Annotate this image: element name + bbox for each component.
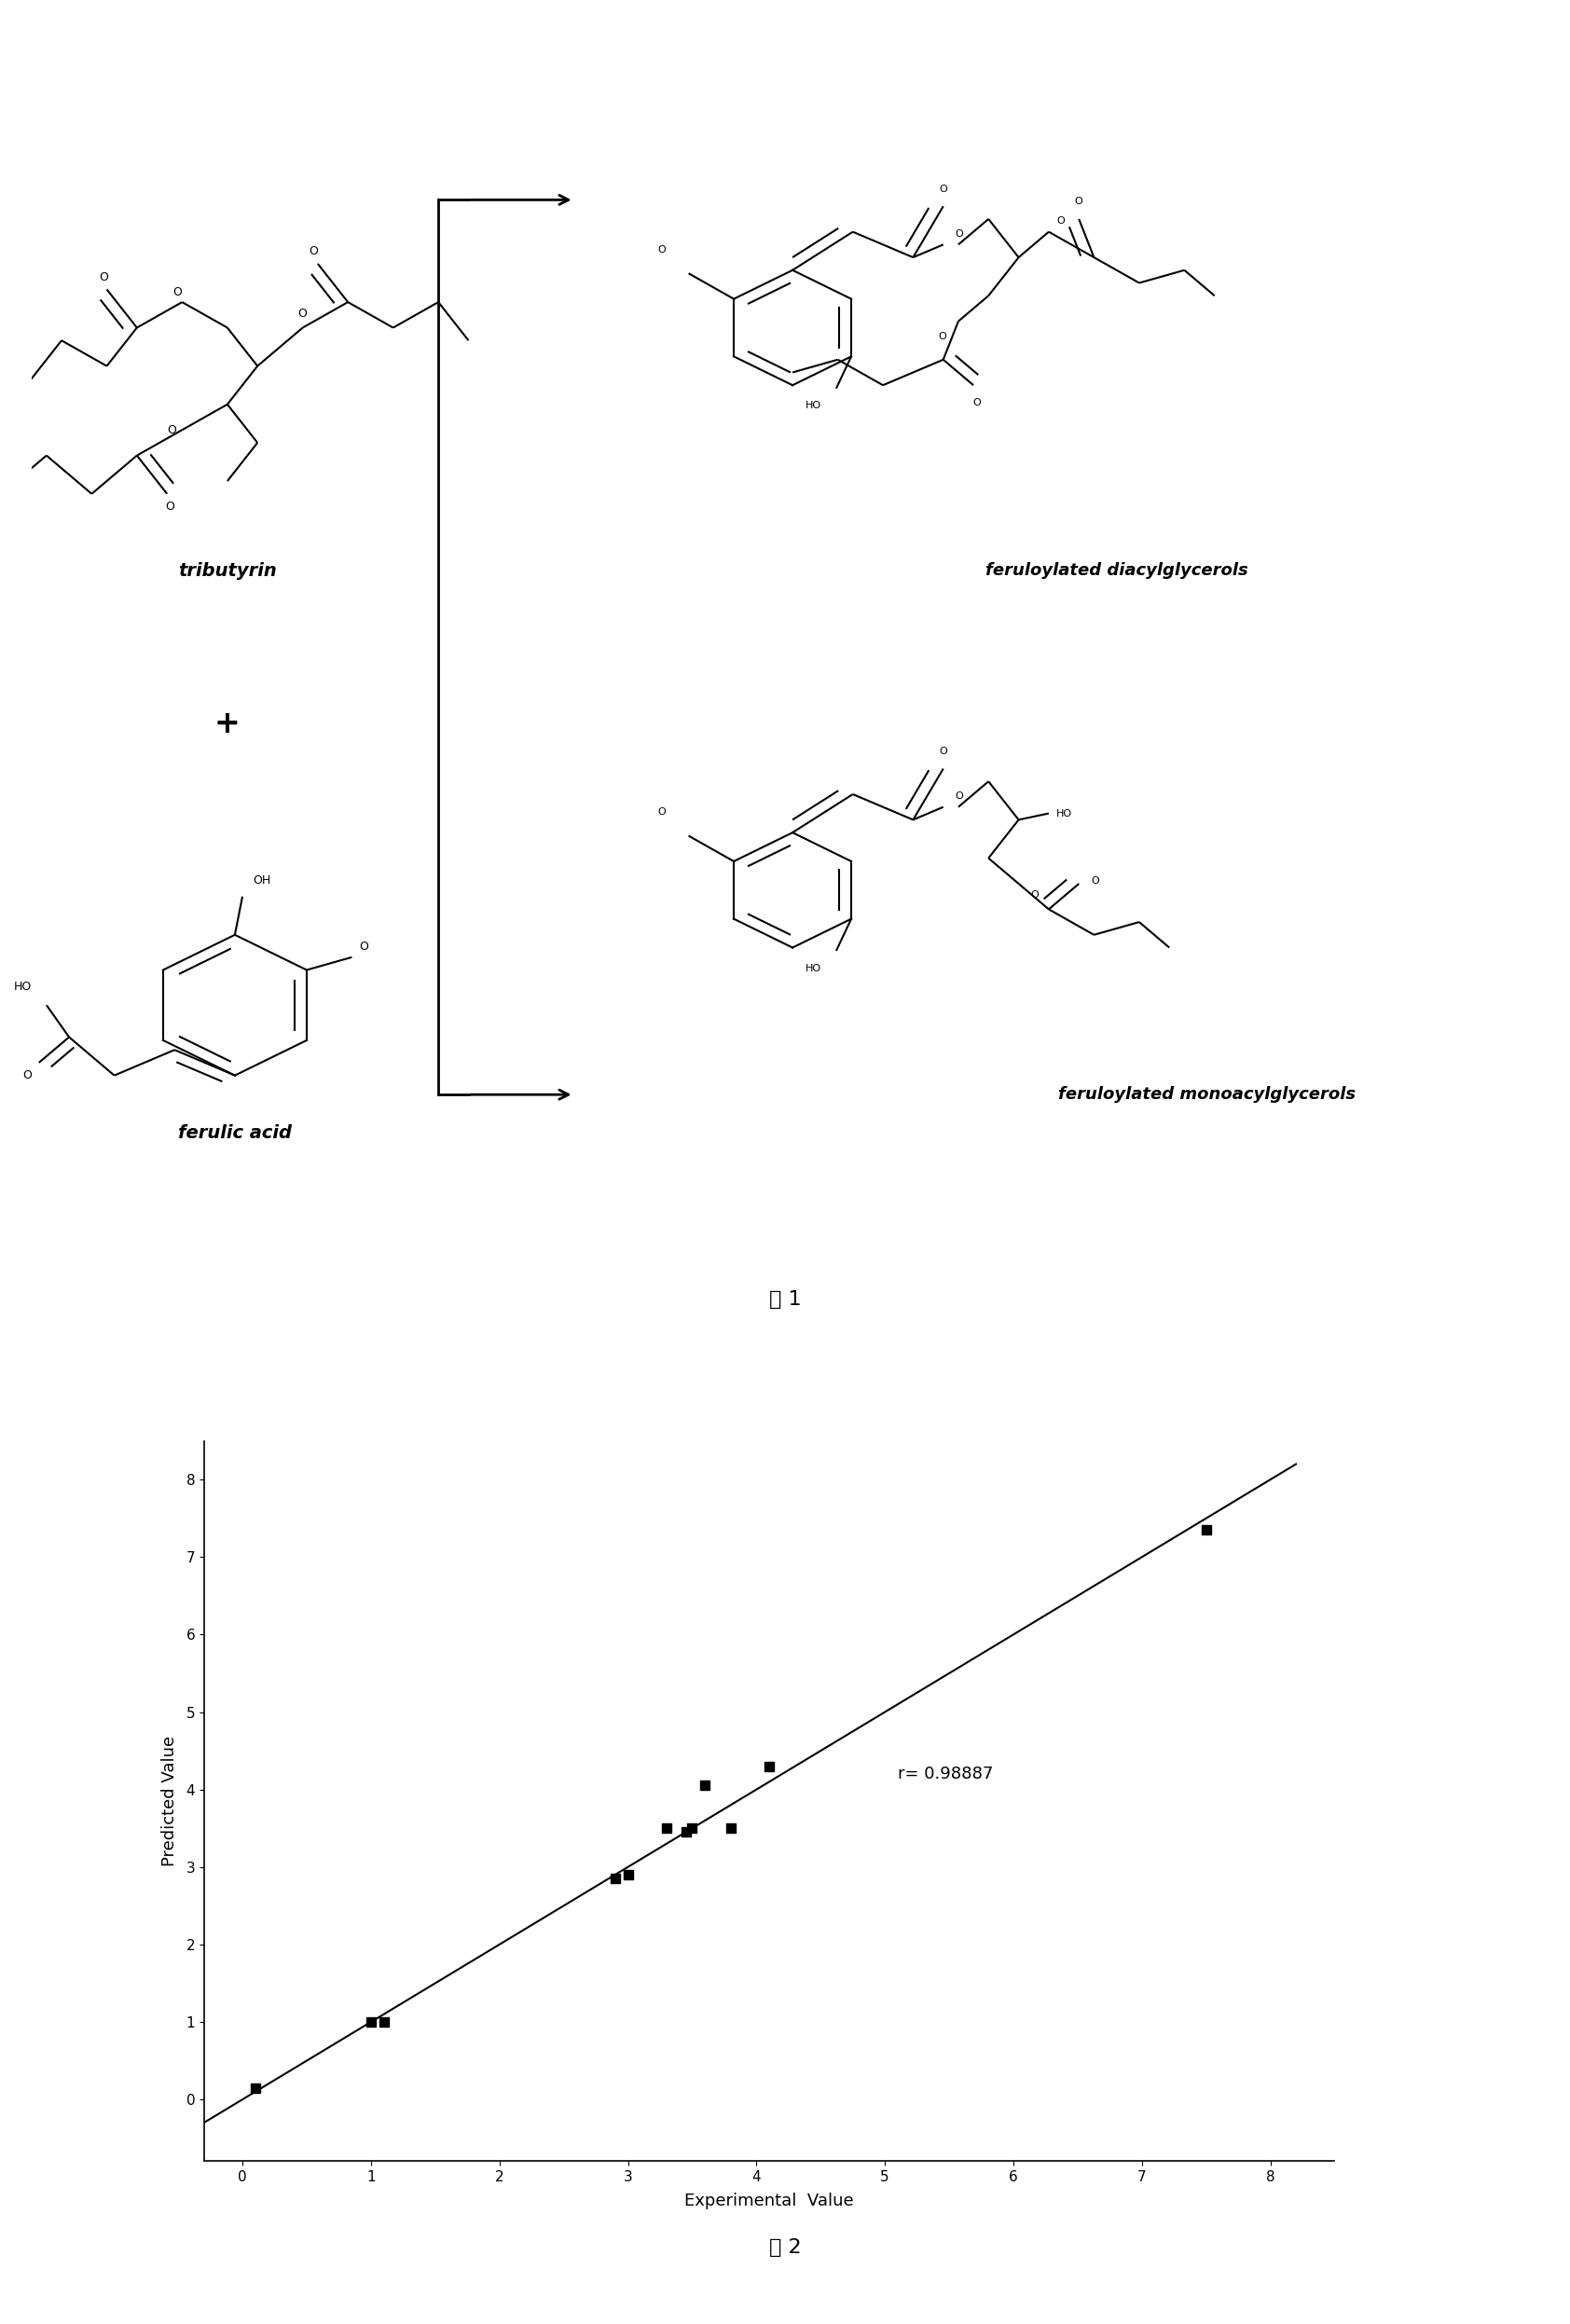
Y-axis label: Predicted Value: Predicted Value <box>162 1736 177 1866</box>
Point <box>1193 1511 1218 1548</box>
Text: O: O <box>939 332 947 342</box>
Text: r= 0.98887: r= 0.98887 <box>898 1766 994 1783</box>
Text: O: O <box>939 184 947 193</box>
Text: OH: OH <box>253 874 272 885</box>
Text: feruloylated diacylglycerols: feruloylated diacylglycerols <box>986 562 1248 579</box>
Text: O: O <box>165 500 174 511</box>
Text: HO: HO <box>14 981 31 992</box>
Text: O: O <box>22 1069 31 1081</box>
Point <box>717 1810 743 1848</box>
Point <box>674 1813 699 1850</box>
Text: +: + <box>215 709 240 739</box>
Text: tributyrin: tributyrin <box>177 562 276 579</box>
Text: ferulic acid: ferulic acid <box>177 1125 292 1141</box>
Text: HO: HO <box>805 964 821 974</box>
Text: 图 2: 图 2 <box>769 2238 801 2257</box>
Point <box>372 2003 397 2040</box>
Text: 图 1: 图 1 <box>769 1290 801 1308</box>
Point <box>243 2068 268 2106</box>
Text: O: O <box>298 307 308 321</box>
Text: O: O <box>658 244 666 253</box>
Text: O: O <box>99 272 108 284</box>
Text: O: O <box>972 397 981 407</box>
Text: O: O <box>939 746 947 755</box>
Text: O: O <box>166 423 176 437</box>
Text: O: O <box>1091 876 1099 885</box>
Point <box>358 2003 383 2040</box>
Text: O: O <box>360 941 369 953</box>
Text: O: O <box>1030 890 1039 899</box>
Text: O: O <box>658 806 666 816</box>
Point <box>757 1748 782 1785</box>
Text: O: O <box>955 790 964 799</box>
Point <box>615 1857 641 1894</box>
Text: feruloylated monoacylglycerols: feruloylated monoacylglycerols <box>1058 1085 1356 1104</box>
Text: O: O <box>309 246 317 258</box>
Text: O: O <box>955 228 964 239</box>
Text: HO: HO <box>1057 809 1072 818</box>
Point <box>655 1810 680 1848</box>
X-axis label: Experimental  Value: Experimental Value <box>685 2192 854 2208</box>
Text: O: O <box>173 286 182 297</box>
Point <box>692 1766 717 1803</box>
Text: O: O <box>1057 216 1064 225</box>
Point <box>603 1859 628 1896</box>
Point <box>680 1810 705 1848</box>
Text: HO: HO <box>805 402 821 411</box>
Text: O: O <box>1075 198 1083 207</box>
